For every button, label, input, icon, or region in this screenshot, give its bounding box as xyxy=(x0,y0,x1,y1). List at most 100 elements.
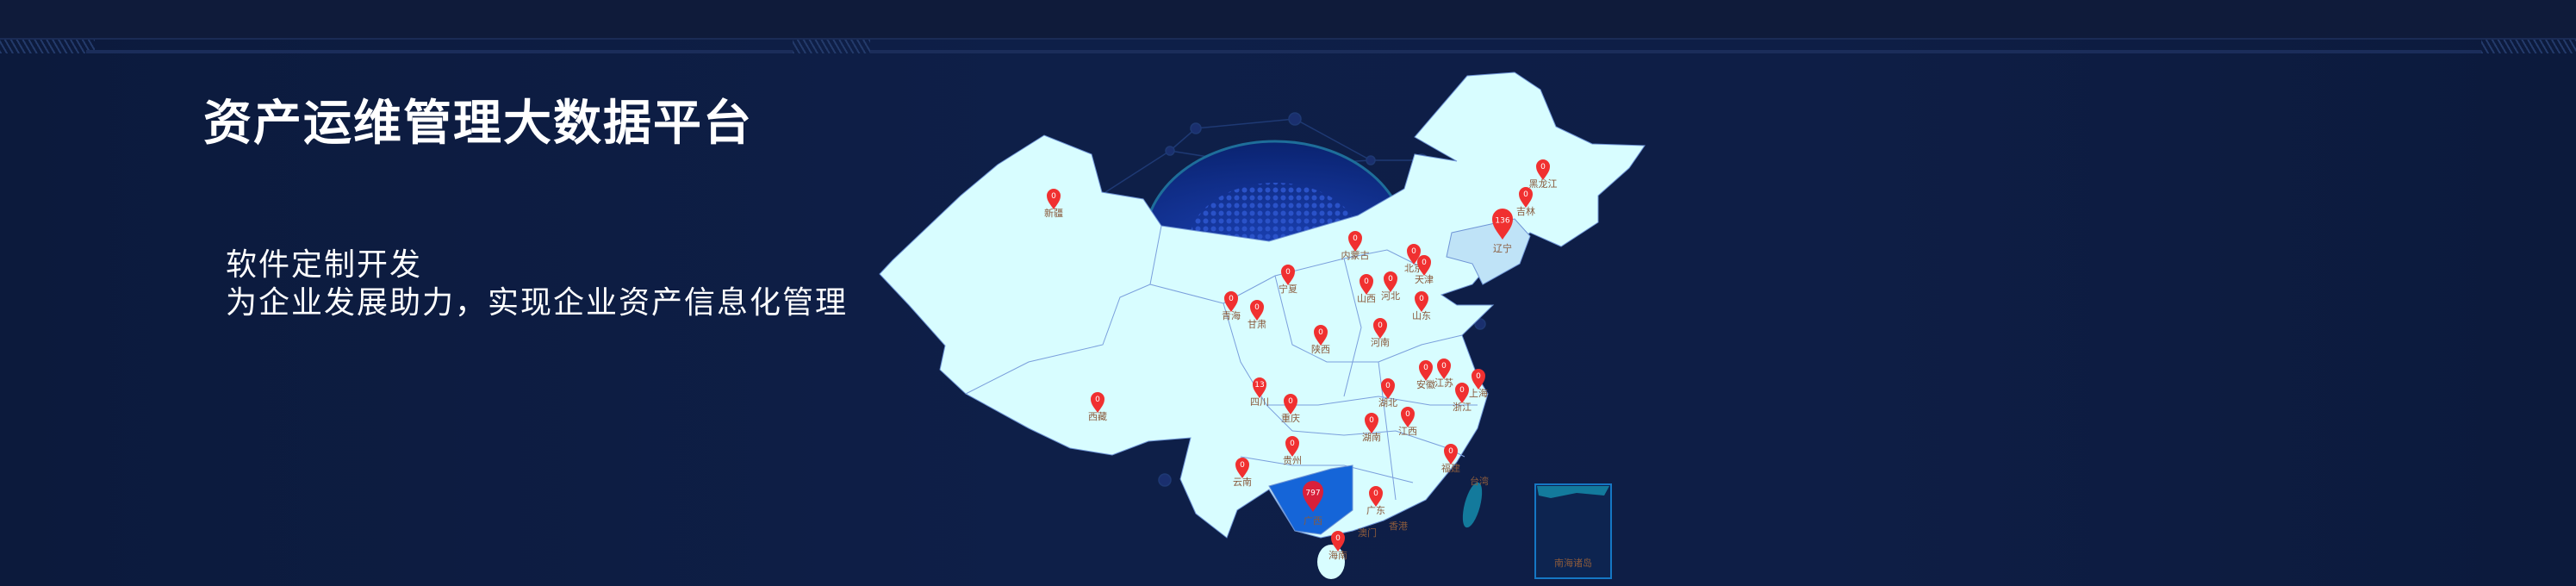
marker-label: 湖北 xyxy=(1378,397,1397,408)
marker-value: 0 xyxy=(1523,190,1528,199)
map-pin-icon xyxy=(1365,413,1378,433)
marker-value: 0 xyxy=(1285,268,1291,277)
map-pin-icon xyxy=(1381,378,1395,399)
map-marker[interactable]: 0 山东 xyxy=(1412,291,1431,321)
marker-label: 山东 xyxy=(1412,310,1431,321)
marker-value: 0 xyxy=(1459,386,1465,395)
map-marker[interactable]: 0北京 xyxy=(1404,244,1423,274)
map-marker[interactable]: 0 河南 xyxy=(1371,318,1390,348)
marker-label: 甘肃 xyxy=(1248,319,1266,330)
map-pin-icon xyxy=(1415,291,1428,312)
map-pin-icon xyxy=(1281,265,1295,285)
marker-label: 天津 xyxy=(1415,274,1434,285)
marker-label: 湖南 xyxy=(1362,432,1381,443)
map-marker[interactable]: 0 湖北 xyxy=(1378,378,1397,408)
marker-value: 0 xyxy=(1373,489,1378,498)
map-marker[interactable]: 0 新疆 xyxy=(1044,189,1063,219)
marker-label: 浙江 xyxy=(1453,402,1472,413)
map-pin-icon xyxy=(1331,531,1345,552)
marker-value: 0 xyxy=(1290,440,1295,448)
map-pin-icon xyxy=(1250,300,1264,321)
map-marker[interactable]: 0 贵州 xyxy=(1283,436,1302,466)
marker-value: 0 xyxy=(1411,247,1416,256)
map-marker[interactable]: 0 海南 xyxy=(1328,531,1347,561)
header-rail-decoration xyxy=(870,50,2481,53)
map-marker[interactable]: 13 四川 xyxy=(1250,377,1269,408)
marker-value: 0 xyxy=(1229,295,1234,303)
map-marker[interactable]: 0 江西 xyxy=(1398,407,1417,437)
label-macau: 澳门 xyxy=(1358,527,1377,539)
marker-label: 新疆 xyxy=(1044,207,1063,219)
map-marker[interactable]: 0 福建 xyxy=(1441,444,1460,474)
marker-value: 0 xyxy=(1385,382,1391,390)
marker-label: 海南 xyxy=(1328,549,1347,561)
map-pin-icon xyxy=(1285,436,1299,457)
map-marker[interactable]: 0 河北 xyxy=(1381,271,1400,302)
header-rail-decoration xyxy=(86,50,793,53)
marker-value: 0 xyxy=(1540,163,1546,171)
marker-label: 福建 xyxy=(1441,462,1460,474)
marker-value: 0 xyxy=(1051,192,1056,201)
marker-label: 陕西 xyxy=(1311,343,1330,355)
page-title: 资产运维管理大数据平台 xyxy=(203,96,753,152)
map-pin-icon xyxy=(1348,231,1362,252)
map-marker[interactable]: 136 辽宁 xyxy=(1492,209,1513,254)
marker-label: 云南 xyxy=(1233,477,1252,488)
marker-label: 广东 xyxy=(1366,505,1385,516)
region-hainan xyxy=(1317,545,1345,579)
map-marker[interactable]: 0 黑龙江 xyxy=(1529,159,1558,190)
map-marker[interactable]: 0 上海 xyxy=(1469,369,1488,399)
map-marker[interactable]: 0 青海 xyxy=(1222,291,1241,321)
map-pin-icon xyxy=(1284,394,1297,415)
map-marker[interactable]: 0 天津 xyxy=(1415,255,1434,285)
marker-label: 广西 xyxy=(1304,515,1322,527)
map-pin-icon xyxy=(1360,274,1373,295)
map-pin-icon xyxy=(1455,383,1469,403)
map-pin-icon xyxy=(1369,486,1383,507)
map-marker[interactable]: 0 宁夏 xyxy=(1279,265,1297,295)
marker-value: 0 xyxy=(1441,362,1447,371)
marker-label: 青海 xyxy=(1222,309,1241,321)
marker-value: 0 xyxy=(1388,275,1393,284)
marker-value: 0 xyxy=(1364,277,1369,286)
intro-line-1: 软件定制开发 xyxy=(226,247,423,283)
map-pin-icon xyxy=(1401,407,1415,427)
marker-label: 江苏 xyxy=(1434,377,1453,389)
marker-value: 0 xyxy=(1423,364,1428,372)
region-liaoning xyxy=(1446,218,1531,285)
header-stripe-decoration xyxy=(2481,40,2576,53)
map-marker[interactable]: 0 西藏 xyxy=(1088,392,1107,422)
marker-value: 0 xyxy=(1405,410,1410,419)
map-marker[interactable]: 0 甘肃 xyxy=(1248,300,1266,330)
marker-label: 贵州 xyxy=(1283,455,1302,466)
map-marker[interactable]: 0 湖南 xyxy=(1362,413,1381,443)
map-pin-icon xyxy=(1419,360,1433,381)
map-marker[interactable]: 0 陕西 xyxy=(1311,325,1330,355)
marker-value: 0 xyxy=(1419,295,1424,303)
map-pin-icon xyxy=(1417,255,1431,276)
marker-label: 山西 xyxy=(1357,293,1376,304)
map-marker[interactable]: 0 浙江 xyxy=(1453,383,1472,413)
map-pin-icon xyxy=(1224,291,1238,312)
map-pin-icon xyxy=(1384,271,1397,292)
map-marker[interactable]: 0 安徽 xyxy=(1416,360,1435,390)
marker-label: 四川 xyxy=(1250,396,1269,408)
marker-label: 上海 xyxy=(1469,387,1488,399)
map-marker[interactable]: 0 江苏 xyxy=(1434,358,1453,389)
marker-value: 0 xyxy=(1353,234,1358,243)
map-marker[interactable]: 0 吉林 xyxy=(1516,187,1535,217)
map-marker[interactable]: 0 山西 xyxy=(1357,274,1376,304)
map-pin-icon xyxy=(1444,444,1458,464)
map-marker[interactable]: 0 广东 xyxy=(1366,486,1385,516)
map-marker[interactable]: 797 广西 xyxy=(1303,481,1323,527)
marker-value: 0 xyxy=(1318,328,1323,337)
map-marker[interactable]: 0 重庆 xyxy=(1281,394,1300,424)
map-pin-icon xyxy=(1519,187,1533,208)
label-south-sea: 南海诸岛 xyxy=(1554,557,1592,569)
top-bar xyxy=(0,0,2576,40)
map-pin-icon xyxy=(1373,318,1387,339)
map-marker[interactable]: 0 内蒙古 xyxy=(1341,231,1370,261)
map-marker[interactable]: 0 云南 xyxy=(1233,458,1252,488)
marker-value: 0 xyxy=(1335,534,1341,543)
